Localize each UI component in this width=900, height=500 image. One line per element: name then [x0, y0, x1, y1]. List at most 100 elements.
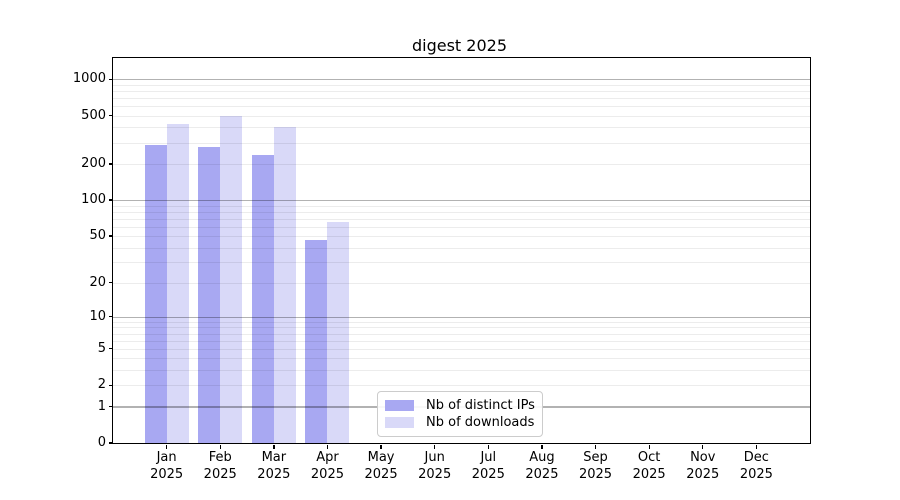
- chart-title: digest 2025: [411, 36, 507, 55]
- x-tick-year: 2025: [257, 466, 291, 482]
- bar-mar-distinct-ips: [251, 155, 274, 443]
- gridline-minor: [113, 98, 810, 100]
- gridline-minor: [113, 127, 810, 129]
- gridline-minor: [113, 84, 810, 86]
- legend-label: Nb of downloads: [426, 415, 535, 431]
- gridline-minor: [113, 226, 810, 228]
- gridline-minor: [113, 327, 810, 329]
- x-tick-label-jun: Jun 2025: [407, 450, 463, 483]
- y-tick-mark: [108, 384, 113, 386]
- legend-swatch-downloads: [385, 417, 414, 429]
- x-tick-year: 2025: [578, 466, 613, 482]
- x-tick-month: Jan: [156, 450, 177, 465]
- bar-jan-downloads: [166, 123, 189, 443]
- gridline-minor: [113, 236, 810, 238]
- gridline-minor: [113, 385, 810, 387]
- y-tick-label: 2: [97, 377, 106, 393]
- y-tick-mark: [108, 78, 113, 81]
- legend-swatch-distinct-ips: [385, 399, 414, 411]
- x-tick-mark: [326, 444, 329, 449]
- gridline-minor: [113, 370, 810, 372]
- x-tick-mark: [702, 444, 704, 449]
- gridline-minor: [113, 247, 810, 249]
- x-tick-year: 2025: [203, 466, 237, 482]
- x-tick-label-jan: Jan 2025: [139, 450, 195, 483]
- gridline-minor: [113, 348, 810, 350]
- x-tick-month: Aug: [529, 450, 555, 465]
- x-tick-year: 2025: [686, 466, 720, 482]
- x-tick-year: 2025: [418, 466, 452, 482]
- x-tick-mark: [755, 444, 758, 449]
- gridline-minor: [113, 91, 810, 93]
- gridline-minor: [113, 321, 810, 323]
- y-tick-mark: [108, 235, 113, 237]
- x-tick-mark: [166, 444, 168, 449]
- bar-apr-downloads: [327, 222, 350, 443]
- gridline-major: [113, 199, 810, 202]
- x-tick-label-sep: Sep 2025: [568, 450, 624, 483]
- x-tick-month: Jul: [480, 450, 497, 465]
- x-tick-year: 2025: [525, 466, 559, 482]
- bar-apr-distinct-ips: [305, 240, 328, 443]
- x-tick-label-oct: Oct 2025: [621, 450, 677, 483]
- gridline-minor: [113, 218, 810, 220]
- x-tick-month: Apr: [316, 450, 339, 465]
- bar-feb-downloads: [220, 115, 243, 443]
- x-tick-month: Sep: [583, 450, 608, 465]
- x-tick-year: 2025: [150, 466, 184, 482]
- y-tick-mark: [108, 348, 113, 350]
- gridline-minor: [113, 333, 810, 335]
- x-tick-year: 2025: [364, 466, 398, 482]
- y-tick-label: 500: [81, 107, 106, 123]
- legend-entry: Nb of distinct IPs: [385, 398, 535, 413]
- x-tick-label-mar: Mar 2025: [246, 450, 302, 483]
- y-tick-mark: [108, 316, 113, 318]
- gridline-minor: [113, 142, 810, 144]
- gridline-minor: [113, 106, 810, 108]
- x-tick-label-jul: Jul 2025: [460, 450, 516, 483]
- x-tick-year: 2025: [739, 466, 773, 482]
- bar-jan-distinct-ips: [144, 145, 167, 443]
- bar-feb-distinct-ips: [198, 147, 221, 443]
- x-tick-label-feb: Feb 2025: [192, 450, 248, 483]
- x-tick-label-may: May 2025: [353, 450, 409, 483]
- gridline-minor: [113, 262, 810, 264]
- x-tick-mark: [648, 444, 650, 449]
- x-tick-month: Mar: [261, 450, 287, 465]
- y-tick-mark: [108, 115, 113, 117]
- gridline-minor: [113, 340, 810, 342]
- gridline-major: [113, 79, 810, 81]
- y-tick-label: 200: [81, 155, 106, 171]
- legend-label: Nb of distinct IPs: [426, 397, 535, 413]
- x-tick-mark: [219, 444, 221, 449]
- gridline-minor: [113, 115, 810, 117]
- bar-mar-downloads: [273, 127, 296, 443]
- gridline-minor: [113, 163, 810, 165]
- y-tick-label: 0: [97, 435, 106, 450]
- x-tick-mark: [594, 444, 597, 449]
- y-tick-label: 1: [97, 398, 106, 414]
- x-tick-label-nov: Nov 2025: [675, 450, 731, 483]
- y-tick-label: 100: [81, 192, 106, 208]
- y-tick-label: 1000: [72, 71, 106, 87]
- x-tick-mark: [380, 444, 382, 449]
- x-tick-month: Nov: [690, 450, 716, 465]
- y-tick-label: 10: [89, 308, 106, 324]
- gridline-minor: [113, 282, 810, 284]
- y-tick-label: 50: [89, 228, 106, 244]
- x-tick-year: 2025: [471, 466, 505, 482]
- y-tick-mark: [108, 163, 113, 165]
- x-tick-month: Oct: [637, 450, 661, 465]
- y-tick-mark: [108, 282, 113, 284]
- x-tick-month: May: [367, 450, 395, 465]
- y-tick-label: 20: [89, 274, 106, 290]
- x-tick-month: Jun: [424, 450, 445, 465]
- legend-entry: Nb of downloads: [385, 415, 535, 430]
- x-tick-label-aug: Aug 2025: [514, 450, 570, 483]
- x-tick-year: 2025: [310, 466, 344, 482]
- x-tick-month: Dec: [743, 450, 769, 465]
- x-tick-label-apr: Apr 2025: [299, 450, 355, 483]
- gridline-minor: [113, 211, 810, 213]
- y-tick-mark: [108, 199, 113, 201]
